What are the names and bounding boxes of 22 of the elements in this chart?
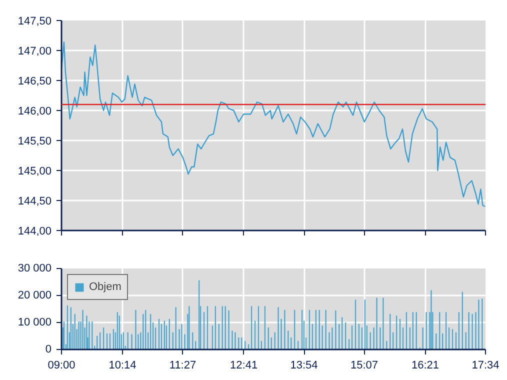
x-tick-label: 17:34 (472, 360, 500, 372)
legend-label: Objem (89, 281, 122, 293)
y-tick-label: 20 000 (18, 290, 52, 302)
line-series (62, 42, 486, 208)
y-tick-label: 145,00 (18, 166, 52, 178)
y-tick-label: 147,00 (18, 46, 52, 58)
x-tick-label: 16:21 (412, 360, 440, 372)
y-tick-label: 147,50 (18, 16, 52, 28)
x-tick-label: 13:54 (290, 360, 318, 372)
y-tick-label: 146,50 (18, 76, 52, 88)
y-tick-label: 144,00 (18, 226, 52, 238)
y-tick-label: 30 000 (18, 262, 52, 274)
y-tick-label: 0 (45, 344, 52, 356)
x-tick-label: 11:27 (169, 360, 196, 372)
y-tick-label: 146,00 (18, 106, 52, 118)
x-tick-label: 09:00 (48, 360, 76, 372)
y-tick-label: 144,50 (18, 196, 52, 208)
x-tick-label: 10:14 (108, 360, 136, 372)
x-tick-label: 15:07 (350, 360, 378, 372)
x-tick-label: 12:41 (230, 360, 258, 372)
y-tick-label: 10 000 (18, 316, 52, 328)
y-tick-label: 145,50 (18, 136, 52, 148)
